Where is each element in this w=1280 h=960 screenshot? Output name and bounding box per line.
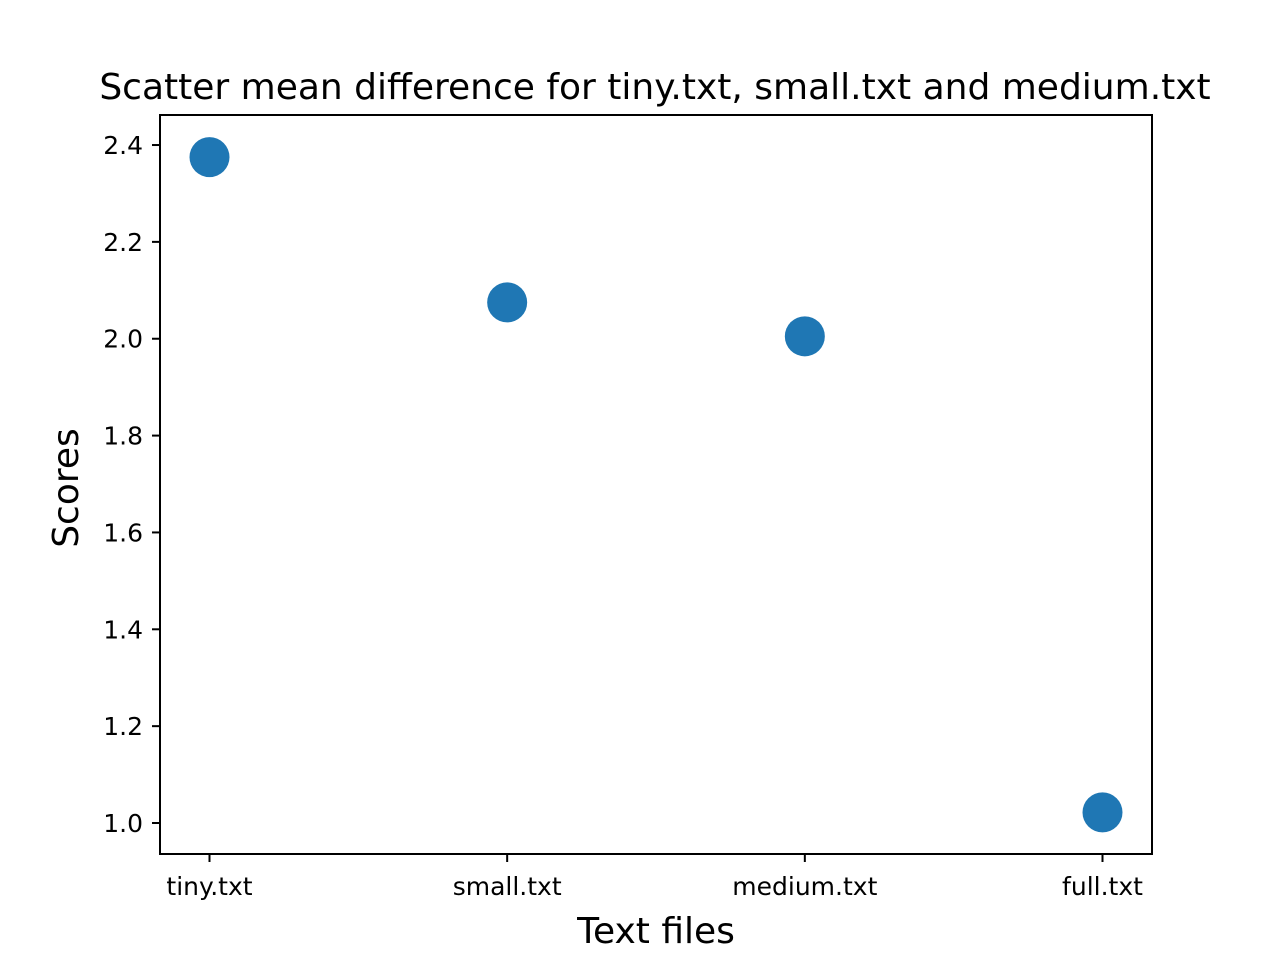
x-axis-ticks: tiny.txt small.txt medium.txt full.txt: [166, 854, 1143, 901]
x-tick-label: small.txt: [453, 872, 562, 901]
y-tick-label: 1.8: [103, 422, 143, 451]
y-tick-label: 2.0: [103, 325, 143, 354]
y-tick-label: 2.4: [103, 131, 143, 160]
y-tick-label: 2.2: [103, 228, 143, 257]
y-tick-label: 1.2: [103, 712, 143, 741]
plot-area-frame: [159, 114, 1153, 855]
y-tick-label: 1.4: [103, 615, 143, 644]
data-point: [189, 137, 230, 178]
y-tick-label: 1.0: [103, 809, 143, 838]
y-axis-label: Scores: [46, 428, 87, 548]
chart-title: Scatter mean difference for tiny.txt, sm…: [99, 67, 1210, 108]
x-tick-label: full.txt: [1062, 872, 1143, 901]
x-tick-label: tiny.txt: [166, 872, 252, 901]
x-tick-label: medium.txt: [732, 872, 877, 901]
data-point: [487, 282, 528, 323]
data-point: [784, 316, 825, 357]
data-point: [1082, 792, 1123, 833]
y-axis-ticks: 1.0 1.2 1.4 1.6 1.8 2.0 2.2 2.4: [103, 131, 160, 838]
x-axis-label: Text files: [576, 911, 735, 952]
y-tick-label: 1.6: [103, 518, 143, 547]
data-points: [189, 137, 1123, 833]
